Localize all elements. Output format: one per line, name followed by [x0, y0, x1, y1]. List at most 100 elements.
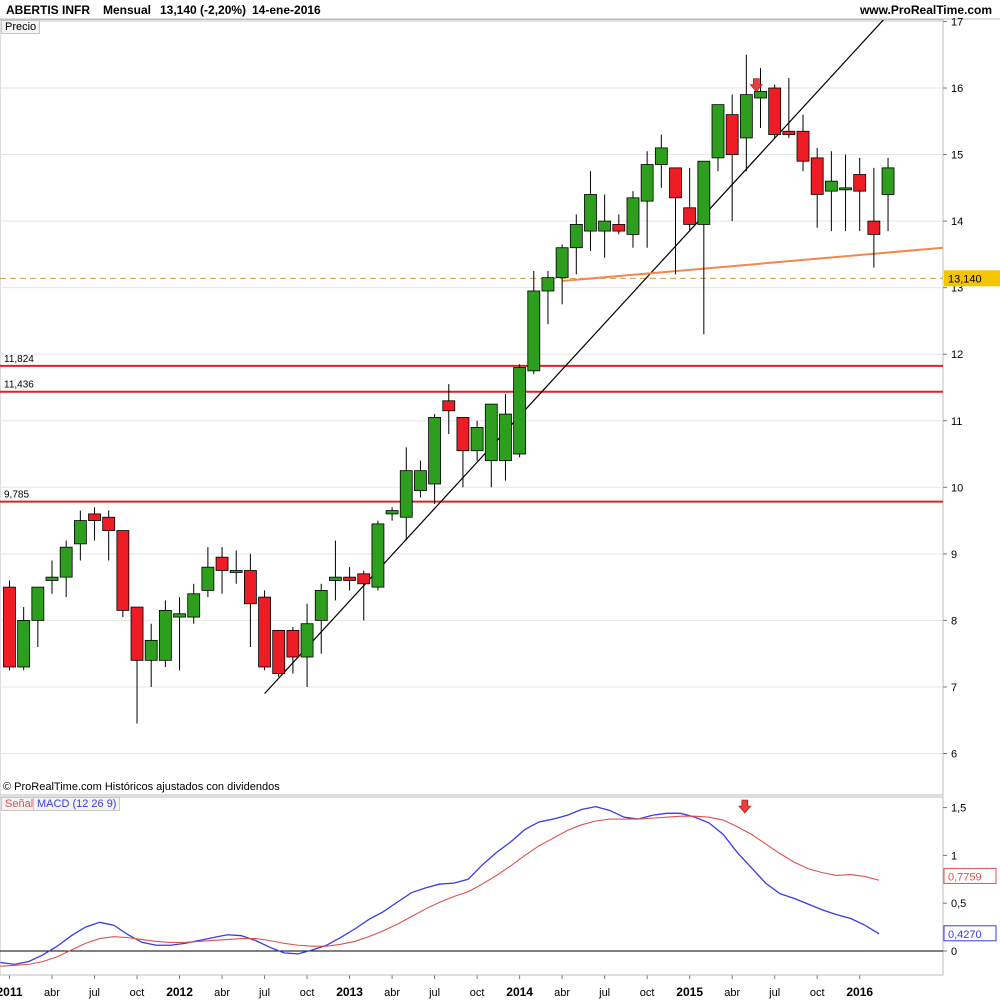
macd-tick-label: 0 [951, 946, 957, 958]
price-panel-tag[interactable]: Precio [1, 20, 41, 34]
candle-down [810, 147, 824, 228]
candle-body [711, 104, 725, 159]
candle-up [399, 447, 413, 541]
candle-body [187, 593, 201, 618]
candle-body [739, 94, 753, 139]
x-tick-label: 2014 [506, 985, 533, 999]
candle-up [484, 403, 498, 488]
candle-body [329, 576, 342, 581]
candle-up [385, 507, 399, 521]
candle-down [3, 580, 16, 671]
x-tick-label: oct [470, 987, 485, 999]
candle-body [754, 90, 767, 99]
x-tick-label: jul [88, 987, 100, 999]
x-tick-label: 2016 [846, 985, 873, 999]
candle-body [810, 157, 824, 195]
x-tick-label: 2012 [166, 985, 193, 999]
candle-up [229, 550, 243, 584]
candle-up [654, 134, 668, 188]
candle-up [371, 520, 385, 591]
candle-body [626, 197, 640, 235]
macd-legend[interactable]: MACD (12 26 9) [33, 797, 121, 811]
candle-body [839, 187, 852, 191]
price-tick-label: 9 [951, 549, 957, 561]
candle-down [286, 627, 300, 674]
candle-body [598, 220, 612, 232]
macd-tick-label: 1 [951, 850, 957, 862]
x-tick-label: oct [640, 987, 655, 999]
x-tick-label: jul [598, 987, 610, 999]
candle-body [243, 570, 257, 605]
candle-body [782, 130, 796, 135]
candle-body [513, 367, 527, 455]
candle-down [116, 530, 130, 618]
x-tick-label: abr [724, 987, 740, 999]
candle-up [754, 68, 767, 128]
candle-up [499, 394, 512, 481]
candle-up [513, 364, 527, 458]
candle-up [626, 191, 640, 248]
x-tick-label: abr [214, 987, 230, 999]
candle-body [867, 220, 881, 235]
candle-body [371, 523, 385, 588]
candle-body [173, 613, 186, 618]
x-tick-label: 2015 [676, 985, 703, 999]
quote-date: 14-ene-2016 [252, 3, 321, 17]
candle-up [45, 560, 59, 594]
candle-body [229, 570, 243, 573]
candle-body [272, 629, 286, 675]
candle-up [555, 244, 569, 305]
candle-body [725, 114, 739, 155]
candle-body [414, 470, 427, 492]
candle-body [654, 147, 668, 165]
candle-body [3, 586, 16, 668]
candle-up [584, 171, 597, 252]
candle-up [414, 460, 427, 498]
candle-up [428, 414, 442, 504]
candle-down [612, 214, 626, 235]
candle-body [343, 576, 356, 581]
candle-up [527, 271, 541, 375]
candle-up [711, 104, 725, 172]
candle-up [640, 151, 654, 248]
x-tick-label: abr [384, 987, 400, 999]
candle-down [768, 84, 782, 138]
signal-legend[interactable]: Señal [1, 797, 38, 811]
candle-body [584, 194, 597, 232]
candle-up [187, 583, 201, 624]
candle-body [527, 290, 541, 372]
candle-body [569, 224, 583, 249]
candle-body [357, 573, 371, 585]
candle-body [499, 413, 512, 462]
candle-down [357, 570, 371, 621]
price-tick-label: 6 [951, 749, 957, 761]
candle-body [683, 207, 697, 225]
price-panel-frame [0, 19, 944, 796]
price-tick-label: 11 [951, 416, 962, 428]
candle-up [201, 547, 215, 598]
price-tick-label: 10 [951, 482, 963, 494]
site-link[interactable]: www.ProRealTime.com [859, 3, 992, 17]
candle-up [314, 583, 328, 654]
macd-down-arrow-marker [738, 799, 752, 814]
candle-down [782, 78, 796, 138]
candle-body [59, 546, 73, 578]
candle-body [470, 427, 484, 452]
candle-down [725, 94, 739, 222]
macd-tick-label: 1,5 [951, 803, 966, 815]
macd-value-tag [943, 925, 997, 942]
price-tick-label: 8 [951, 615, 957, 627]
candle-down [683, 167, 697, 232]
macd-value-label: 0,7759 [948, 871, 982, 883]
candle-body [612, 224, 626, 232]
candle-body [158, 610, 172, 661]
candle-body [73, 520, 87, 545]
price-tick-label: 17 [951, 16, 963, 28]
candle-body [286, 629, 300, 658]
candle-down [215, 547, 229, 594]
candle-up [31, 586, 45, 648]
candle-up [697, 160, 711, 335]
candle-body [669, 167, 682, 199]
x-tick-label: oct [130, 987, 145, 999]
candle-down [796, 114, 810, 172]
